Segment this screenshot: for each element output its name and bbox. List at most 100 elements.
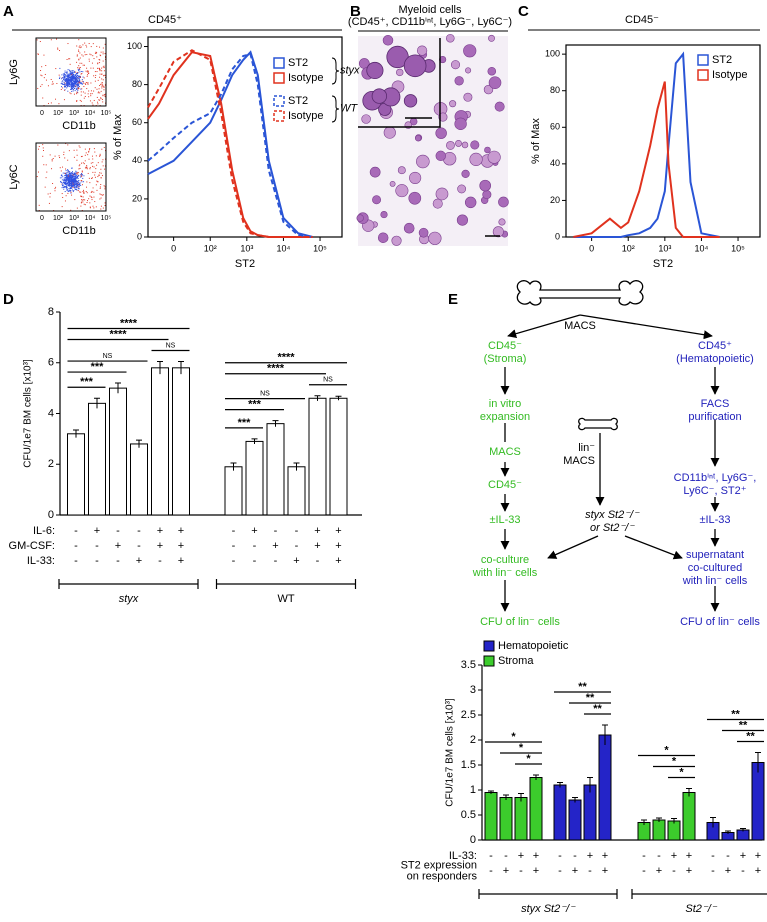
- event-dot: [74, 77, 76, 79]
- bar: [652, 819, 666, 841]
- event-dot: [79, 167, 81, 169]
- event-dot: [76, 74, 78, 76]
- cell: [395, 184, 409, 198]
- event-dot: [82, 162, 84, 164]
- event-dot: [74, 182, 76, 184]
- event-dot: [100, 197, 102, 199]
- event-dot: [71, 182, 73, 184]
- event-dot: [103, 75, 105, 77]
- event-dot: [76, 75, 78, 77]
- diagram-node: FACS: [701, 398, 730, 410]
- event-dot: [62, 80, 64, 82]
- event-dot: [75, 178, 77, 180]
- panel-label: E: [448, 291, 458, 308]
- event-dot: [73, 82, 75, 84]
- event-dot: [73, 184, 75, 186]
- event-dot: [60, 170, 62, 172]
- event-dot: [73, 174, 75, 176]
- event-dot: [63, 177, 65, 179]
- event-dot: [68, 188, 70, 190]
- treatment-mark: +: [178, 525, 184, 537]
- event-dot: [71, 194, 73, 196]
- event-dot: [75, 76, 77, 78]
- event-dot: [78, 183, 80, 185]
- event-dot: [86, 88, 88, 90]
- event-dot: [85, 44, 87, 46]
- event-dot: [97, 63, 99, 65]
- event-dot: [66, 79, 68, 81]
- event-dot: [72, 90, 74, 92]
- event-dot: [71, 74, 73, 76]
- event-dot: [73, 156, 75, 158]
- event-dot: [93, 166, 95, 168]
- event-dot: [67, 183, 69, 185]
- y-tick-label: 8: [48, 306, 54, 318]
- event-dot: [67, 82, 69, 84]
- event-dot: [66, 82, 68, 84]
- event-dot: [88, 151, 90, 153]
- event-dot: [66, 83, 68, 85]
- event-dot: [67, 43, 69, 45]
- treatment-mark: +: [115, 540, 121, 552]
- cell: [488, 34, 495, 42]
- event-dot: [70, 85, 72, 87]
- event-dot: [101, 87, 103, 89]
- event-dot: [76, 83, 78, 85]
- event-dot: [36, 176, 38, 178]
- bar: [329, 397, 348, 516]
- event-dot: [77, 185, 79, 187]
- event-dot: [99, 62, 101, 64]
- event-dot: [68, 173, 70, 175]
- panel-label: B: [350, 3, 361, 20]
- event-dot: [72, 179, 74, 181]
- cell: [457, 184, 467, 194]
- event-dot: [83, 203, 85, 205]
- event-dot: [96, 71, 98, 73]
- event-dot: [74, 79, 76, 81]
- event-dot: [60, 78, 62, 80]
- event-dot: [43, 164, 45, 166]
- event-dot: [94, 174, 96, 176]
- event-dot: [76, 88, 78, 90]
- error-bar: [710, 817, 716, 828]
- event-dot: [65, 81, 67, 83]
- event-dot: [74, 177, 76, 179]
- legend-brace: [331, 57, 340, 85]
- cell: [456, 214, 469, 226]
- event-dot: [71, 84, 73, 86]
- event-dot: [61, 83, 63, 85]
- event-dot: [69, 82, 71, 84]
- event-dot: [75, 170, 77, 172]
- event-dot: [81, 88, 83, 90]
- event-dot: [83, 199, 85, 201]
- event-dot: [67, 74, 69, 76]
- tick-label: 10²: [53, 215, 64, 222]
- event-dot: [70, 76, 72, 78]
- event-dot: [76, 172, 78, 174]
- treatment-name: on responders: [407, 870, 478, 882]
- dot-plot: [36, 38, 106, 106]
- event-dot: [78, 65, 80, 67]
- event-dot: [82, 91, 84, 93]
- event-dot: [64, 157, 66, 159]
- event-dot: [93, 58, 95, 60]
- error-bar: [115, 382, 121, 394]
- event-dot: [63, 99, 65, 101]
- event-dot: [41, 84, 43, 86]
- event-dot: [76, 45, 78, 47]
- treatment-name: IL-6:: [33, 525, 55, 537]
- event-dot: [75, 77, 77, 79]
- treatment-mark: -: [726, 850, 730, 862]
- event-dot: [70, 178, 72, 180]
- treatment-mark: +: [725, 865, 731, 877]
- event-dot: [76, 76, 78, 78]
- event-dot: [83, 64, 85, 66]
- event-dot: [72, 174, 74, 176]
- event-dot: [81, 181, 83, 183]
- event-dot: [66, 75, 68, 77]
- treatment-mark: -: [158, 555, 162, 567]
- event-dot: [79, 77, 81, 79]
- event-dot: [71, 181, 73, 183]
- cell: [435, 187, 449, 201]
- event-dot: [71, 189, 73, 191]
